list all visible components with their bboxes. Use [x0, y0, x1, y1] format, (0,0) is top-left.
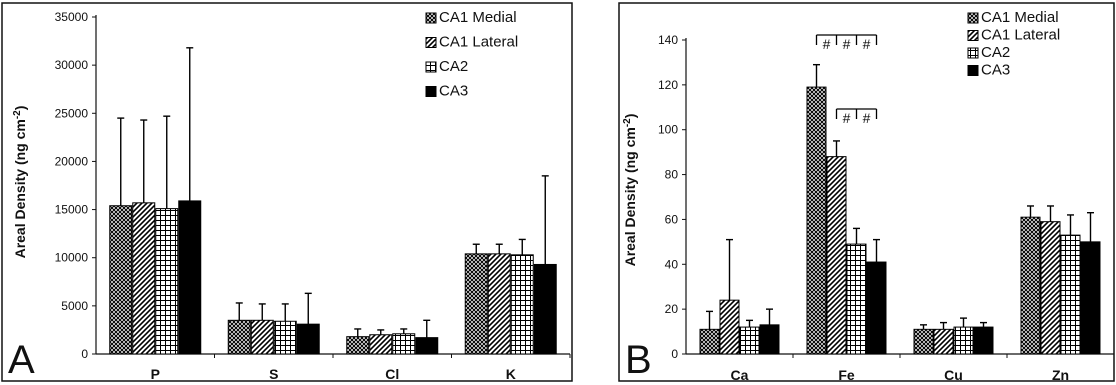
panel-a-bar	[109, 205, 133, 355]
panel-b-bar	[933, 328, 954, 355]
significance-marker: #	[843, 36, 851, 52]
panel-b-frame	[618, 2, 1115, 382]
panel-b-bar	[826, 156, 847, 355]
panel-a-legend-swatch	[425, 61, 437, 73]
panel-b-ylabel-main: Areal Density (ng cm	[622, 127, 638, 266]
panel-a-bar	[296, 323, 320, 355]
panel-b-y-tick-label: 120	[658, 78, 678, 92]
panel-a-legend-label: CA1 Lateral	[439, 34, 518, 51]
panel-b-category-label: Zn	[1052, 367, 1069, 383]
panel-a-bar	[487, 253, 511, 355]
panel-b-y-tick-label: 40	[665, 257, 679, 271]
panel-b-legend-label: CA2	[981, 44, 1010, 61]
panel-b-category-label: Fe	[838, 367, 855, 383]
significance-marker: #	[823, 36, 831, 52]
panel-b-ylabel-end: )	[622, 114, 638, 119]
panel-a-ylabel: Areal Density (ng cm-2)	[12, 106, 28, 259]
panel-b-bar	[1040, 221, 1061, 355]
panel-a-legend-swatch	[425, 37, 437, 48]
panel-a-category-label: K	[506, 366, 516, 382]
panel-a-bar	[392, 333, 416, 355]
panel-b-bar	[866, 261, 887, 355]
panel-b-bar	[759, 324, 780, 355]
panel-b-bar	[953, 326, 974, 355]
panel-a-bar	[155, 208, 179, 355]
significance-marker: #	[843, 110, 851, 126]
panel-a-label: A	[8, 338, 35, 382]
panel-b-label: B	[625, 338, 652, 382]
panel-a-bar	[464, 253, 488, 355]
panel-b-bar	[806, 86, 827, 355]
panel-a-y-tick-label: 30000	[55, 58, 89, 72]
panel-b-y-tick-label: 60	[665, 212, 679, 226]
panel-b-bar	[739, 326, 760, 355]
panel-b-category-label: Cu	[944, 367, 963, 383]
panel-b-bar	[1060, 234, 1081, 355]
panel-a-ylabel-end: )	[12, 106, 28, 111]
panel-b-ylabel: Areal Density (ng cm-2)	[622, 114, 638, 267]
panel-b-legend-label: CA3	[981, 62, 1010, 79]
panel-b-bar	[719, 299, 740, 355]
panel-a-frame	[1, 2, 573, 382]
panel-a-legend-label: CA2	[439, 58, 468, 75]
panel-a-legend-swatch	[425, 86, 437, 97]
panel-a-legend-label: CA1 Medial	[439, 9, 517, 26]
panel-a-legend-label: CA3	[439, 83, 468, 100]
significance-marker: #	[863, 36, 871, 52]
panel-a-y-tick-label: 20000	[55, 154, 89, 168]
panel-a-y-tick-label: 5000	[61, 299, 88, 313]
panel-b-bar	[1080, 241, 1101, 355]
panel-b-y-tick-label: 100	[658, 123, 678, 137]
panel-a-bar	[533, 263, 557, 355]
panel-a-y-tick-label: 10000	[55, 251, 89, 265]
panel-b-legend-swatch	[967, 30, 979, 41]
panel-a-category-label: Cl	[385, 366, 399, 382]
panel-b-bar	[699, 328, 720, 355]
panel-b-bar	[1020, 216, 1041, 355]
significance-marker: #	[863, 110, 871, 126]
panel-b-bar	[913, 328, 934, 355]
chart-a: 0 5000 10000 15000 20000 25000 30000 35000 P S Cl K…	[55, 9, 571, 382]
panel-b-y-tick-label: 20	[665, 302, 679, 316]
panel-a-category-label: S	[269, 366, 278, 382]
panel-a-bar	[250, 319, 274, 355]
panel-b-legend-swatch	[967, 47, 979, 59]
panel-b-category-label: Ca	[731, 367, 749, 383]
panel-b-y-tick-label: 140	[658, 33, 678, 47]
panel-b-legend-label: CA1 Medial	[981, 9, 1059, 26]
panel-b-ylabel-sup: -2	[622, 118, 633, 127]
panel-b-legend-label: CA1 Lateral	[981, 27, 1060, 44]
panel-a-legend-swatch	[425, 12, 437, 24]
panel-a-bar	[346, 336, 370, 355]
panel-a-bar	[227, 319, 251, 355]
chart-b: 0 20 40 60 80 100 120 140 Ca Fe Cu Zn CA1 MedialCA1 …	[658, 9, 1115, 383]
panel-a-y-tick-label: 35000	[55, 10, 89, 24]
panel-b-y-tick-label: 80	[665, 168, 679, 182]
panel-b-bar	[973, 326, 994, 355]
panel-a-bar	[132, 202, 156, 355]
panel-b-y-tick-label: 0	[671, 347, 678, 361]
panel-a-bar	[510, 254, 534, 355]
panel-b-bar	[846, 243, 867, 355]
panel-a-bar	[273, 320, 297, 355]
panel-b-legend-swatch	[967, 65, 979, 76]
panel-b-legend-swatch	[967, 12, 979, 24]
panel-a-y-tick-label: 15000	[55, 203, 89, 217]
panel-a-y-tick-label: 0	[81, 347, 88, 361]
panel-a-y-tick-label: 25000	[55, 106, 89, 120]
panel-a-ylabel-main: Areal Density (ng cm	[12, 119, 28, 258]
panel-a-category-label: P	[151, 366, 160, 382]
panel-a-bar	[178, 200, 202, 355]
panel-a-bar	[369, 334, 393, 355]
panel-a-bar	[415, 337, 439, 355]
panel-a-ylabel-sup: -2	[12, 110, 23, 119]
